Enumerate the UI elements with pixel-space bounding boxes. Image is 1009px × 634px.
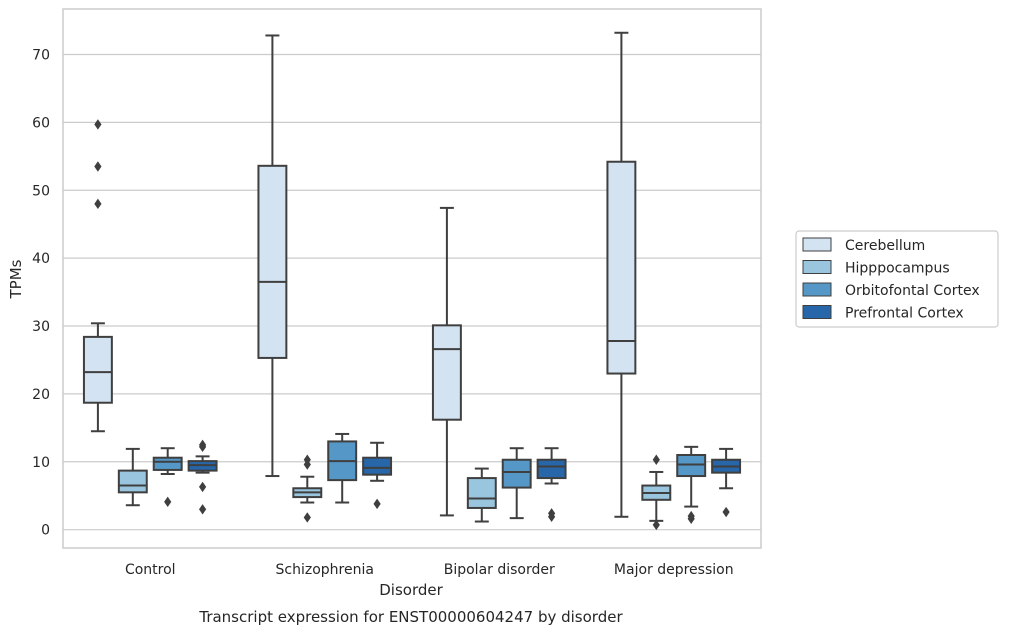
box-iqr: [676, 453, 707, 478]
outlier-point: [652, 519, 660, 531]
legend-swatch: [802, 282, 832, 297]
box-hipppocampus: [466, 467, 497, 523]
box-iqr: [152, 456, 183, 471]
x-tick-label: Schizophrenia: [276, 562, 374, 578]
box-cerebellum: [82, 119, 113, 433]
box-iqr: [362, 456, 393, 476]
y-tick-label: 50: [32, 183, 50, 199]
y-axis-ticks: 0 10 20 30 40 50 60 70: [32, 47, 50, 538]
box-cerebellum: [431, 206, 462, 517]
box-cerebellum: [606, 31, 637, 518]
y-tick-label: 70: [32, 47, 50, 63]
box-cerebellum: [257, 34, 288, 478]
y-tick-label: 10: [32, 455, 50, 471]
box-iqr: [117, 469, 148, 494]
outlier-point: [722, 506, 730, 518]
y-tick-label: 60: [32, 115, 50, 131]
box-orbitofontal-cortex: [501, 447, 532, 520]
outlier-point: [548, 508, 556, 519]
outlier-point: [164, 496, 172, 508]
outlier-point: [94, 119, 102, 130]
outlier-point: [94, 161, 102, 172]
outlier-point: [199, 439, 207, 451]
legend-swatch: [802, 305, 832, 319]
x-tick-label: Control: [125, 562, 176, 578]
box-iqr: [466, 477, 497, 509]
box-hipppocampus: [117, 447, 148, 507]
x-tick-label: Major depression: [614, 562, 734, 578]
outlier-point: [652, 454, 660, 465]
box-iqr: [257, 164, 288, 359]
outlier-point: [199, 504, 207, 515]
box-iqr: [536, 458, 567, 480]
chart-title: Transcript expression for ENST0000060424…: [198, 608, 623, 626]
plot-frame: [62, 8, 762, 549]
x-tick-label: Bipolar disorder: [444, 562, 555, 578]
box-hipppocampus: [292, 454, 323, 523]
box-prefrontal-cortex: [536, 447, 567, 522]
box-orbitofontal-cortex: [152, 447, 183, 508]
legend-swatch: [802, 237, 832, 252]
legend: Cerebellum Hipppocampus Orbitofontal Corte…: [795, 230, 999, 328]
legend-entry: Hipppocampus: [845, 261, 950, 277]
box-orbitofontal-cortex: [327, 432, 358, 504]
outlier-point: [303, 454, 311, 465]
box-prefrontal-cortex: [362, 441, 393, 510]
y-axis-label: TPMs: [7, 259, 25, 299]
legend-entry: Cerebellum: [845, 238, 925, 254]
box-orbitofontal-cortex: [676, 445, 707, 525]
legend-entry: Orbitofontal Cortex: [845, 283, 980, 299]
outlier-point: [687, 510, 695, 522]
box-iqr: [501, 458, 532, 489]
legend-swatch: [802, 260, 832, 274]
x-axis-label: Disorder: [379, 581, 443, 599]
box-prefrontal-cortex: [711, 447, 742, 518]
box-iqr: [431, 324, 462, 421]
x-axis-ticks: Control Schizophrenia Bipolar disorder Majo…: [125, 562, 734, 578]
legend-frame: [795, 230, 999, 328]
box-hipppocampus: [641, 454, 672, 531]
outlier-point: [373, 498, 381, 510]
y-tick-label: 30: [32, 319, 50, 335]
box-iqr: [82, 335, 113, 404]
outlier-point: [303, 512, 311, 523]
legend-entry: Prefrontal Cortex: [845, 306, 964, 322]
outlier-point: [199, 481, 207, 493]
y-tick-label: 40: [32, 251, 50, 267]
y-tick-label: 20: [32, 387, 50, 403]
plot-area: [82, 31, 742, 531]
y-tick-label: 0: [41, 523, 50, 539]
outlier-point: [94, 198, 102, 210]
box-prefrontal-cortex: [187, 439, 218, 515]
box-iqr: [606, 160, 637, 375]
